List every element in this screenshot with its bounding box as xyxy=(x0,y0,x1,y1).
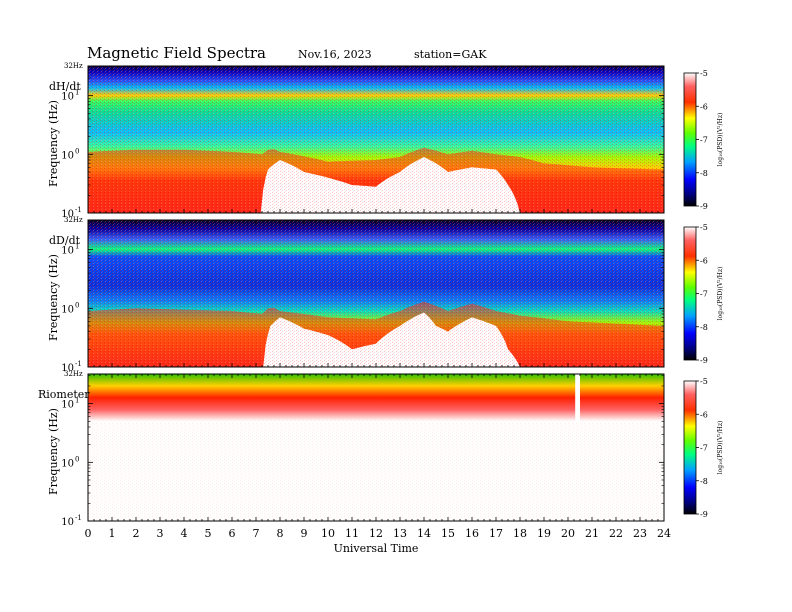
data-gap xyxy=(575,374,580,422)
panel-label: dD/dt xyxy=(49,234,81,247)
y-tick-label: 10 xyxy=(61,363,74,374)
colorbar xyxy=(683,226,697,361)
colorbar-tick-label: -7 xyxy=(700,290,708,299)
top-frequency-label: 32Hz xyxy=(64,370,83,378)
x-axis-label: Universal Time xyxy=(334,542,419,555)
y-axis-label: Frequency (Hz) xyxy=(47,408,60,495)
colorbar-tick-label: -6 xyxy=(700,410,708,419)
colorbar-tick-label: -6 xyxy=(700,102,708,111)
colorbar-tick-label: -9 xyxy=(700,356,708,365)
top-frequency-label: 32Hz xyxy=(64,62,83,70)
y-tick-exponent: -1 xyxy=(75,514,82,522)
x-axis: 0 1 2 3 4 5 6 7 8 9 10 11 12 13 14 15 16 17 18 19 20 21 22 23 24… xyxy=(85,527,672,555)
colorbar-tick-label: -5 xyxy=(700,223,708,232)
x-tick-label: 0 xyxy=(85,527,92,540)
date-label: Nov.16, 2023 xyxy=(298,48,372,61)
y-tick-label: 10 xyxy=(61,92,74,103)
x-tick-label: 18 xyxy=(513,527,527,540)
x-tick-label: 19 xyxy=(537,527,551,540)
x-tick-label: 12 xyxy=(369,527,383,540)
spectrogram-image xyxy=(88,220,664,367)
colorbar-label: log₁₀(PSD)(V²/Hz) xyxy=(717,113,724,167)
x-tick-label: 9 xyxy=(301,527,308,540)
y-tick-exponent: 0 xyxy=(75,147,79,155)
x-tick-label: 11 xyxy=(345,527,359,540)
x-tick-label: 2 xyxy=(133,527,140,540)
colorbar-tick-label: -7 xyxy=(700,136,708,145)
x-tick-label: 14 xyxy=(417,527,431,540)
x-tick-label: 17 xyxy=(489,527,503,540)
colorbar-label: log₁₀(PSD)(V²/Hz) xyxy=(717,267,724,321)
x-tick-label: 23 xyxy=(633,527,647,540)
y-tick-label: 10 xyxy=(61,400,74,411)
x-tick-label: 15 xyxy=(441,527,455,540)
colorbar-tick-label: -9 xyxy=(700,202,708,211)
x-tick-label: 21 xyxy=(585,527,599,540)
colorbar-label: log₁₀(PSD)(V²/Hz) xyxy=(717,421,724,475)
colorbar-tick-label: -7 xyxy=(700,444,708,453)
station-label: station=GAK xyxy=(414,48,487,61)
riometer-band xyxy=(88,374,664,422)
y-tick-label: 10 xyxy=(61,458,74,469)
y-tick-label: 10 xyxy=(61,304,74,315)
top-frequency-label: 32Hz xyxy=(64,216,83,224)
x-tick-label: 16 xyxy=(465,527,479,540)
colorbar-tick-label: -5 xyxy=(700,377,708,386)
colorbar-tick-label: -6 xyxy=(700,256,708,265)
colorbar xyxy=(683,72,697,207)
panel-label: Riometer xyxy=(38,388,90,401)
speckle-texture xyxy=(88,220,664,367)
x-tick-label: 7 xyxy=(253,527,260,540)
y-tick-exponent: 1 xyxy=(75,243,79,251)
y-tick-exponent: 0 xyxy=(75,455,79,463)
y-tick-exponent: 0 xyxy=(75,301,79,309)
colorbar-tick-label: -8 xyxy=(700,169,708,178)
y-tick-label: 10 xyxy=(61,150,74,161)
x-tick-label: 22 xyxy=(609,527,623,540)
colorbar-tick-label: -8 xyxy=(700,477,708,486)
y-axis-label: Frequency (Hz) xyxy=(47,100,60,187)
y-tick-label: 10 xyxy=(61,209,74,220)
colorbar-tick-label: -5 xyxy=(700,69,708,78)
x-tick-label: 4 xyxy=(181,527,188,540)
x-tick-label: 13 xyxy=(393,527,407,540)
y-tick-exponent: -1 xyxy=(75,360,82,368)
spectrogram-image xyxy=(88,66,664,213)
y-tick-exponent: -1 xyxy=(75,206,82,214)
title: Magnetic Field Spectra xyxy=(87,44,266,62)
panel-label: dH/dt xyxy=(49,80,81,93)
colorbar-tick-label: -9 xyxy=(700,510,708,519)
y-tick-exponent: 1 xyxy=(75,397,79,405)
y-tick-label: 10 xyxy=(61,246,74,257)
spectrogram-image xyxy=(88,374,664,521)
y-tick-exponent: 1 xyxy=(75,89,79,97)
colorbar xyxy=(683,380,697,515)
x-tick-label: 8 xyxy=(277,527,284,540)
colorbar-tick-label: -8 xyxy=(700,323,708,332)
x-tick-label: 24 xyxy=(657,527,671,540)
y-tick-label: 10 xyxy=(61,517,74,528)
x-tick-label: 20 xyxy=(561,527,575,540)
y-axis-label: Frequency (Hz) xyxy=(47,254,60,341)
speckle-texture xyxy=(88,421,664,521)
x-tick-label: 10 xyxy=(321,527,335,540)
x-tick-label: 5 xyxy=(205,527,212,540)
x-tick-label: 6 xyxy=(229,527,236,540)
x-tick-label: 1 xyxy=(109,527,116,540)
x-tick-label: 3 xyxy=(157,527,164,540)
